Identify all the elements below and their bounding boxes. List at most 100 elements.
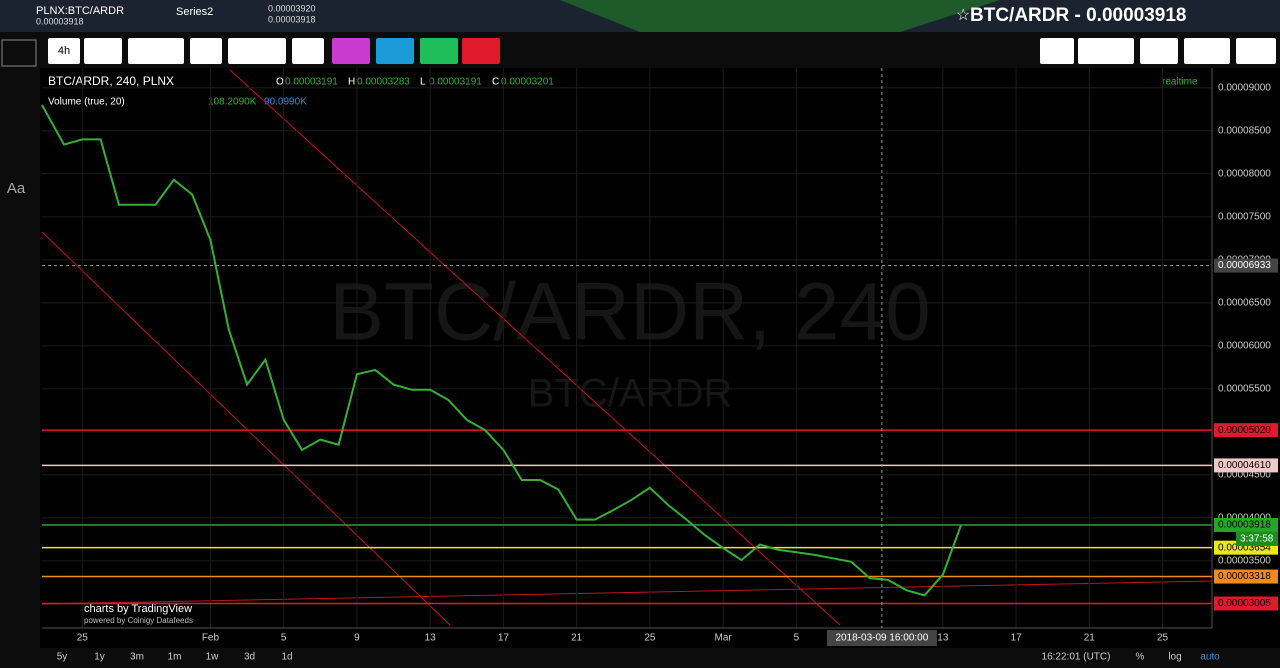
x-tick-label: 9 (354, 633, 360, 644)
compare-button[interactable] (292, 38, 324, 64)
legend-title: BTC/ARDR, 240, PLNX (48, 74, 174, 88)
crosshair-tool[interactable] (1, 39, 37, 67)
price-level-tag (1214, 517, 1278, 532)
y-tick-label: 0.00006000 (1218, 340, 1271, 351)
price-level-label: 0.00003654 (1218, 542, 1271, 553)
alert-button[interactable] (376, 38, 414, 64)
save-button[interactable] (1236, 38, 1276, 64)
x-tick-label: 25 (644, 633, 656, 644)
realtime: realtime (1162, 77, 1198, 88)
price-level-label: 0.00004610 (1218, 460, 1271, 471)
y-tick-label: 0.00006500 (1218, 297, 1271, 308)
star-icon[interactable]: ☆ (956, 7, 970, 24)
price-level-label: 0.00003918 (1218, 520, 1271, 531)
cube-button[interactable] (332, 38, 370, 64)
option-button[interactable]: % (1136, 652, 1145, 663)
buy-button[interactable] (420, 38, 458, 64)
bottom-bar (0, 648, 1280, 668)
headline: BTC/ARDR - 0.00003918 (970, 5, 1186, 26)
y-tick-label: 0.00003500 (1218, 556, 1271, 567)
fullscreen-button[interactable] (1040, 38, 1074, 64)
symbol-price: 0.00003918 (36, 16, 84, 26)
indicators-button[interactable] (228, 38, 286, 64)
interval-button[interactable] (48, 38, 80, 64)
ohlc-key: O (276, 77, 284, 88)
chart-style-button[interactable] (128, 38, 184, 64)
interval[interactable]: 4h (58, 45, 70, 57)
range-button[interactable]: 3m (130, 652, 144, 663)
y-tick-label: 0.00004500 (1218, 470, 1271, 481)
price-level-tag (1214, 423, 1278, 438)
watermark: BTC/ARDR, 240 (329, 267, 931, 358)
range-button[interactable]: 1d (281, 652, 292, 663)
crosshair-y-label: 0.00006933 (1218, 260, 1271, 271)
x-tick-label: 25 (77, 633, 89, 644)
clock: 16:22:01 (UTC) (1042, 652, 1111, 663)
y-tick-label: 0.00009000 (1218, 82, 1271, 93)
crosshair-tag (826, 630, 937, 646)
text-tool[interactable]: Aa (7, 180, 26, 197)
series-name: Series2 (176, 6, 213, 18)
x-tick-label: 21 (1084, 633, 1096, 644)
volume-value: 108.2090K (208, 97, 257, 108)
x-tick-label: 5 (281, 633, 287, 644)
x-tick-label: Feb (202, 633, 220, 644)
y-tick-label: 0.00008500 (1218, 125, 1271, 136)
top-bar-accent (560, 0, 1000, 32)
countdown-tag (1236, 531, 1278, 546)
trendline (41, 580, 1213, 605)
price-level-label: 0.00003318 (1218, 571, 1271, 582)
ohlc-value: 0.00003191 (429, 77, 482, 88)
snapshot-button[interactable] (1140, 38, 1178, 64)
crosshair-tag (1214, 258, 1278, 273)
series-value: 0.00003920 (268, 3, 316, 13)
x-tick-label: 5 (794, 633, 800, 644)
left-toolbar (0, 68, 40, 648)
x-tick-label: 13 (425, 633, 437, 644)
menu-button[interactable] (84, 38, 122, 64)
x-tick-label: 25 (1157, 633, 1169, 644)
price-level-label: 0.00003005 (1218, 598, 1271, 609)
ohlc-key: C (492, 77, 499, 88)
range-button[interactable]: 1w (206, 652, 220, 663)
ohlc-value: 0.00003191 (285, 77, 338, 88)
watermark-sub: BTC/ARDR (528, 372, 732, 416)
price-level-tag (1214, 569, 1278, 584)
load-button[interactable] (1184, 38, 1230, 64)
countdown: 3:37:58 (1240, 534, 1274, 545)
price-level-label: 0.00005020 (1218, 425, 1271, 436)
trendline (41, 231, 451, 626)
range-button[interactable]: 1m (168, 652, 182, 663)
ohlc-value: 0.00003283 (357, 77, 410, 88)
ohlc-key: H (348, 77, 355, 88)
symbol: PLNX:BTC/ARDR (36, 5, 124, 17)
trendline (229, 69, 841, 626)
ohlc-value: 0.00003201 (501, 77, 554, 88)
x-tick-label: 13 (937, 633, 949, 644)
sell-button[interactable] (462, 38, 500, 64)
y-tick-label: 0.00007500 (1218, 211, 1271, 222)
y-tick-label: 0.00008000 (1218, 168, 1271, 179)
range-button[interactable]: 3d (244, 652, 255, 663)
settings-button[interactable] (190, 38, 222, 64)
price-level-tag (1214, 596, 1278, 611)
plot-area (42, 68, 1212, 628)
volume-value: 90.0990K (264, 97, 307, 108)
option-button[interactable]: auto (1200, 652, 1220, 663)
series-value: 0.00003918 (268, 14, 316, 24)
undo-redo-button[interactable] (1078, 38, 1134, 64)
ohlc-key: L (420, 77, 426, 88)
price-line (41, 104, 963, 597)
option-button[interactable]: log (1168, 652, 1181, 663)
x-tick-label: 17 (498, 633, 510, 644)
crosshair-x-label: 2018-03-09 16:00:00 (835, 633, 928, 644)
volume-title: Volume (true, 20) (48, 97, 125, 108)
range-button[interactable]: 1y (94, 652, 105, 663)
x-tick-label: 21 (571, 633, 583, 644)
range-button[interactable]: 5y (57, 652, 68, 663)
price-level-tag (1214, 458, 1278, 473)
x-tick-label: Mar (715, 633, 733, 644)
branding: charts by TradingView (84, 603, 192, 615)
